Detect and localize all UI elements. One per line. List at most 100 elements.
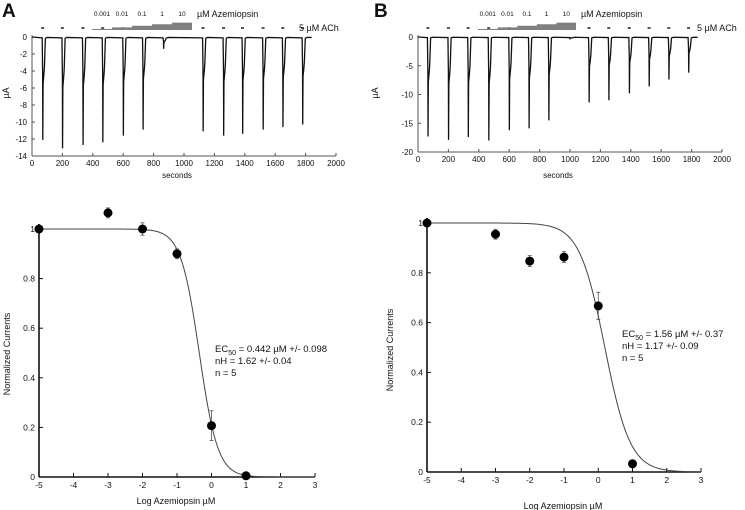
data-point xyxy=(422,218,432,228)
panel-label-b: B xyxy=(374,1,388,22)
data-point xyxy=(207,421,216,431)
dose-response-chart-b: -5 -4 -3 -2 -1 0 1 2 3 0 0.2 0.4 0.6 0.8 1 Log Azemiops… xyxy=(385,218,723,510)
y-tick-label: -10 xyxy=(15,118,27,127)
concentration-label: 1 xyxy=(160,11,164,18)
concentration-label: 0.1 xyxy=(137,11,146,18)
sample-size-annotation: n = 5 xyxy=(215,368,236,379)
azemiopsin-concentration-bar xyxy=(92,22,192,30)
concentration-label: 0.01 xyxy=(501,11,514,18)
y-tick-label: -14 xyxy=(15,152,27,161)
x-tick-label: -4 xyxy=(457,475,465,485)
x-tick-label: 1800 xyxy=(297,159,315,168)
y-tick-label: -5 xyxy=(406,62,414,71)
x-tick-label: 1400 xyxy=(622,155,640,164)
concentration-label: 0.01 xyxy=(116,11,129,18)
x-axis-label: seconds xyxy=(162,171,192,180)
x-axis-label: seconds xyxy=(543,171,573,180)
ec50-value: = 0.442 µM +/- 0.098 xyxy=(236,344,327,355)
dose-response-chart-a: -5 -4 -3 -2 -1 0 1 2 3 0 0.2 0.4 0.6 0.8 1 Log Azemiops… xyxy=(2,207,327,506)
x-tick-label: 600 xyxy=(117,159,131,168)
x-tick-label: 1000 xyxy=(175,159,193,168)
x-tick-label: 0 xyxy=(209,480,214,490)
x-tick-label: 1 xyxy=(630,475,635,485)
x-tick-label: 600 xyxy=(503,155,517,164)
x-tick-label: 1400 xyxy=(236,159,254,168)
azemiopsin-label: µM Azemiopsin xyxy=(197,9,258,19)
y-tick-label: -10 xyxy=(401,91,413,100)
y-tick-label: -4 xyxy=(20,67,28,76)
x-tick-label: 3 xyxy=(699,475,704,485)
y-tick-label: 0.2 xyxy=(411,417,423,427)
x-tick-label: 1 xyxy=(244,480,249,490)
x-tick-label: -5 xyxy=(423,475,431,485)
x-tick-label: 0 xyxy=(30,159,35,168)
data-point xyxy=(628,459,637,469)
data-point xyxy=(525,256,535,266)
x-tick-label: 2000 xyxy=(713,155,731,164)
current-trace xyxy=(31,36,312,149)
data-point xyxy=(593,301,603,311)
x-tick-label: 200 xyxy=(442,155,456,164)
x-tick-label: 2000 xyxy=(327,159,345,168)
y-tick-label: 0 xyxy=(409,33,414,42)
trace-chart-a: 0 200 400 600 800 1000 1200 1400 1600 1800 2000 0 -2… xyxy=(1,9,345,180)
hill-coefficient-annotation: nH = 1.17 +/- 0.09 xyxy=(622,341,699,352)
x-tick-label: 1600 xyxy=(266,159,284,168)
x-tick-label: 1000 xyxy=(561,155,579,164)
y-tick-label: 0.8 xyxy=(411,268,423,278)
y-tick-label: 0 xyxy=(23,33,28,42)
concentration-label: 0.1 xyxy=(522,11,531,18)
ec50-value: = 1.56 µM +/- 0.37 xyxy=(643,329,723,340)
y-tick-label: -2 xyxy=(20,50,28,59)
concentration-label: 0.001 xyxy=(480,11,497,18)
x-tick-label: 1200 xyxy=(206,159,224,168)
current-trace xyxy=(417,36,698,141)
x-tick-label: -1 xyxy=(560,475,568,485)
azemiopsin-concentration-bar xyxy=(478,22,576,30)
ach-label: 5 µM ACh xyxy=(299,23,339,33)
x-axis-label: Log Azemiopsin µM xyxy=(137,496,216,506)
x-tick-label: -4 xyxy=(70,480,78,490)
x-tick-label: -1 xyxy=(173,480,181,490)
panel-label-a: A xyxy=(2,1,16,22)
x-tick-label: 800 xyxy=(147,159,161,168)
x-tick-label: 200 xyxy=(56,159,70,168)
concentration-label: 10 xyxy=(563,11,571,18)
x-tick-label: 2 xyxy=(664,475,669,485)
y-axis-label: Normalized Currents xyxy=(385,308,395,391)
x-axis-label: Log Azemiopsin µM xyxy=(524,501,603,510)
y-tick-label: 0.2 xyxy=(23,422,35,432)
y-tick-label: 0 xyxy=(418,467,423,477)
concentration-label: 1 xyxy=(545,11,549,18)
x-tick-label: 800 xyxy=(533,155,547,164)
concentration-label: 0.001 xyxy=(94,11,111,18)
ec50-subscript: 50 xyxy=(635,335,643,342)
ec50-prefix: EC xyxy=(622,329,635,340)
y-tick-label: 0.8 xyxy=(23,274,35,284)
y-tick-label: 0.4 xyxy=(23,373,35,383)
data-point xyxy=(34,224,44,234)
y-tick-label: 0 xyxy=(30,472,35,482)
trace-chart-b: 0 200 400 600 800 1000 1200 1400 1600 1800 2000 0 -5… xyxy=(370,9,737,180)
y-tick-label: 0.6 xyxy=(23,323,35,333)
data-point xyxy=(559,252,569,262)
x-tick-label: -2 xyxy=(526,475,534,485)
data-point xyxy=(491,229,500,239)
x-tick-label: -3 xyxy=(104,480,112,490)
x-tick-label: 0 xyxy=(596,475,601,485)
ec50-subscript: 50 xyxy=(228,350,236,357)
x-tick-label: 2 xyxy=(278,480,283,490)
y-tick-label: 1 xyxy=(30,224,35,234)
x-tick-label: 1200 xyxy=(592,155,610,164)
x-tick-label: -2 xyxy=(139,480,147,490)
y-tick-label: 0.6 xyxy=(411,318,423,328)
sample-size-annotation: n = 5 xyxy=(622,353,643,364)
x-tick-label: 400 xyxy=(472,155,486,164)
y-tick-label: -20 xyxy=(401,148,413,157)
azemiopsin-label: µM Azemiopsin xyxy=(581,9,642,19)
data-point xyxy=(103,208,113,218)
x-tick-label: -5 xyxy=(35,480,43,490)
ec50-prefix: EC xyxy=(215,344,228,355)
y-tick-label: -15 xyxy=(401,119,413,128)
